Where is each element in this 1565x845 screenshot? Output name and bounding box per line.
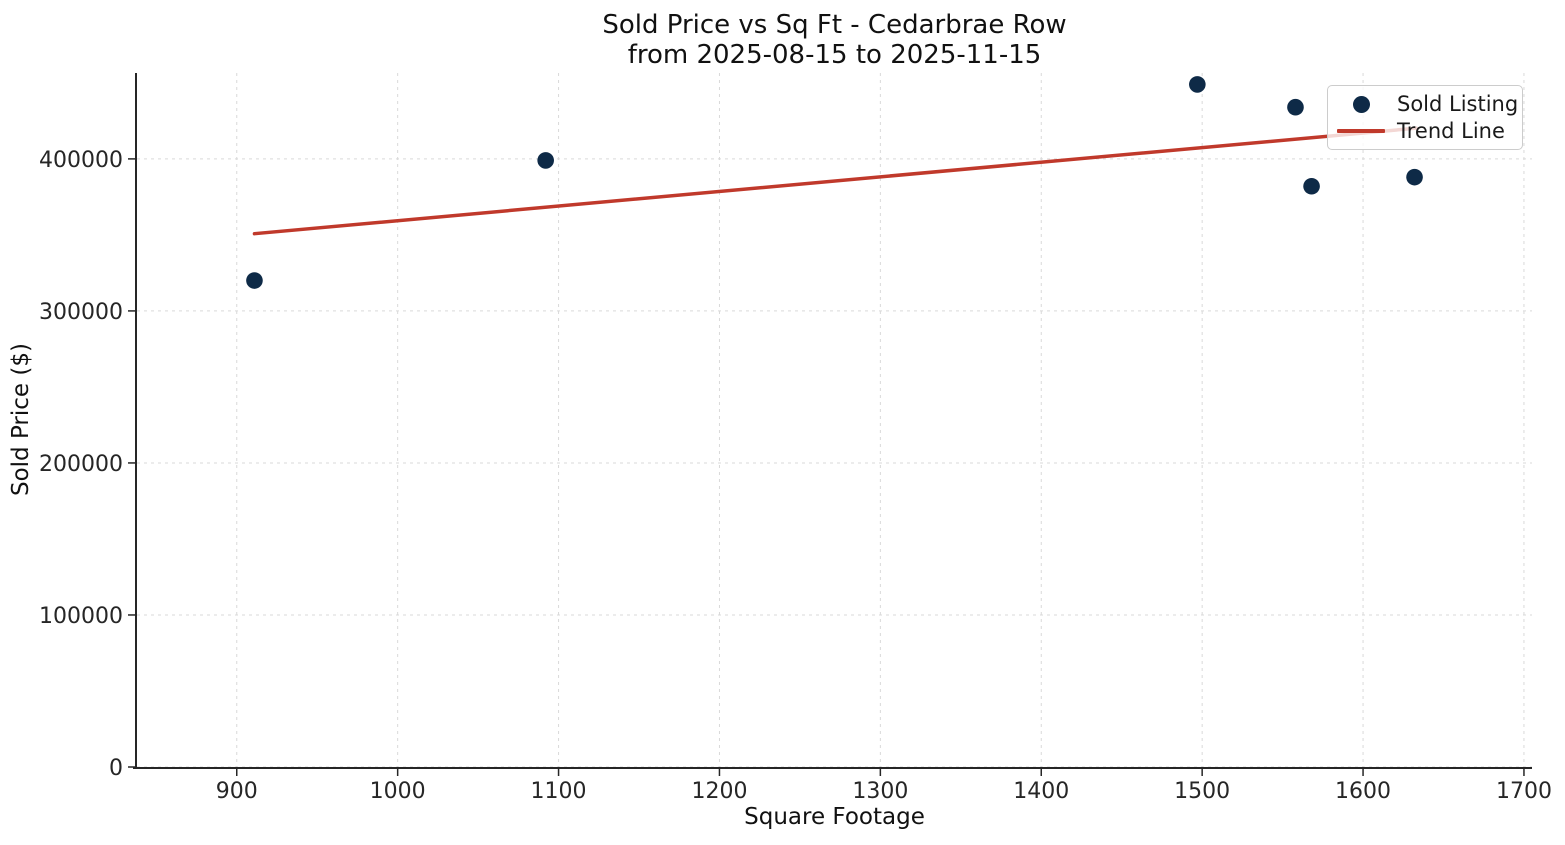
scatter-point [537, 152, 554, 169]
y-tick-label: 100000 [39, 604, 123, 629]
trend-line-sample-icon [1337, 128, 1385, 133]
x-tick-label: 900 [216, 779, 258, 804]
chart-title-line1: Sold Price vs Sq Ft - Cedarbrae Row [602, 10, 1067, 40]
scatter-point [1406, 168, 1423, 186]
legend: Sold Listing Trend Line [1327, 85, 1523, 150]
legend-item-sold-listing: Sold Listing [1337, 92, 1518, 116]
chart-title: Sold Price vs Sq Ft - Cedarbrae Row from… [137, 10, 1532, 70]
scatter-point [1303, 177, 1320, 195]
legend-marker-cell [1337, 95, 1385, 113]
trend-line [252, 126, 1418, 236]
y-tick-label: 300000 [39, 300, 123, 325]
chart-title-line2: from 2025-08-15 to 2025-11-15 [627, 40, 1042, 70]
x-tick-label: 1500 [1174, 779, 1230, 804]
legend-label-trend-line: Trend Line [1397, 118, 1505, 143]
legend-item-trend-line: Trend Line [1337, 119, 1513, 143]
x-tick-label: 1700 [1496, 779, 1552, 804]
y-tick-label: 200000 [39, 452, 123, 477]
y-tick-label: 0 [109, 756, 123, 781]
x-axis-label: Square Footage [744, 804, 925, 830]
x-tick-label: 1400 [1013, 779, 1069, 804]
scatter-point [1189, 76, 1206, 93]
x-tick-label: 1100 [531, 779, 587, 804]
x-tick-label: 1300 [852, 779, 908, 804]
x-tick-label: 1000 [370, 779, 426, 804]
x-tick-label: 1200 [691, 779, 747, 804]
sold-listing-dot-icon [1352, 95, 1370, 113]
scatter-point [1287, 98, 1304, 116]
x-tick-label: 1600 [1335, 779, 1391, 804]
y-axis-label: Sold Price ($) [8, 343, 34, 497]
y-tick-label: 400000 [39, 148, 123, 173]
legend-label-sold-listing: Sold Listing [1397, 92, 1519, 117]
legend-marker-cell [1337, 128, 1385, 133]
scatter-point [246, 272, 263, 289]
